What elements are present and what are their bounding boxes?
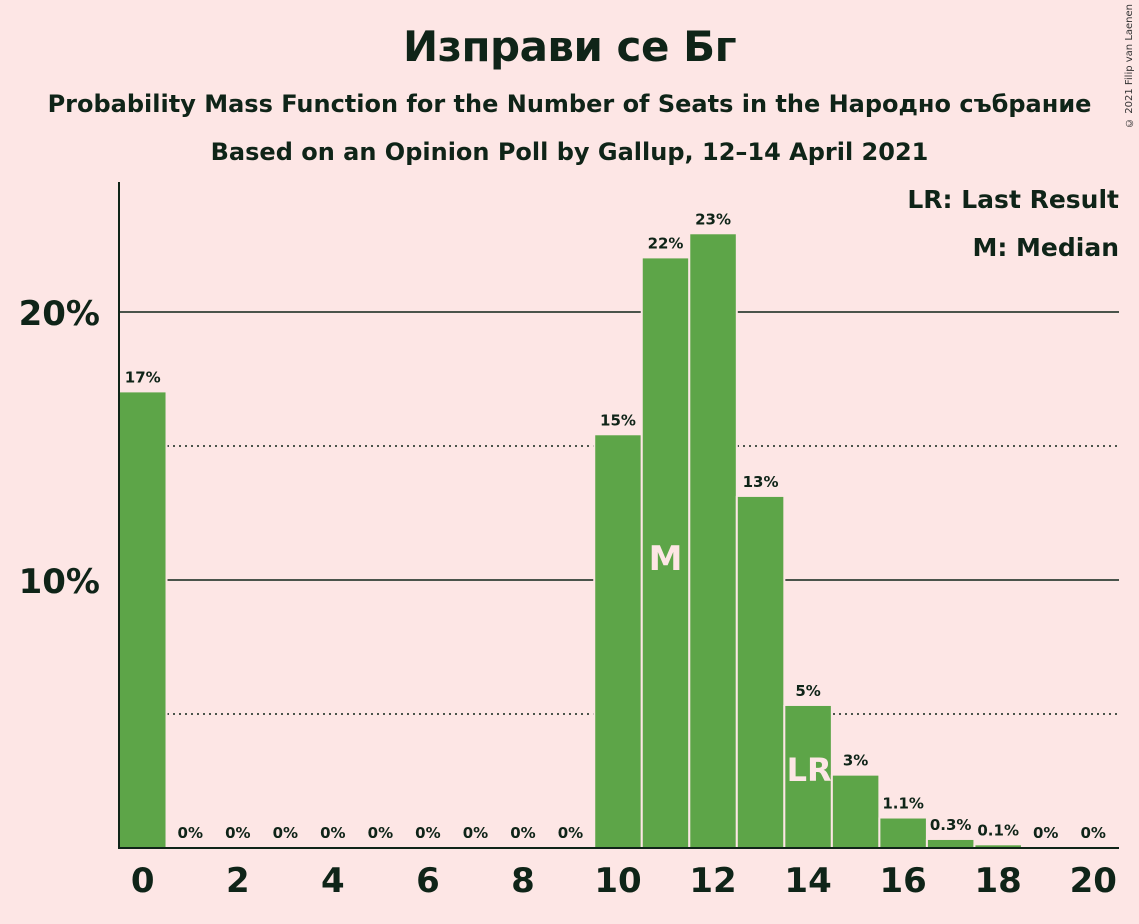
chart-subtitle: Probability Mass Function for the Number… xyxy=(47,90,1092,118)
bar xyxy=(690,234,736,848)
bar-value-label: 5% xyxy=(795,682,820,700)
x-tick-label: 8 xyxy=(511,861,535,901)
x-tick-label: 18 xyxy=(975,861,1022,901)
bar-value-label: 0% xyxy=(463,824,488,842)
bar xyxy=(595,435,641,848)
bar-value-label: 0% xyxy=(178,824,203,842)
bar-value-label: 0% xyxy=(320,824,345,842)
legend-median: M: Median xyxy=(972,233,1119,262)
x-tick-label: 4 xyxy=(321,861,345,901)
y-tick-label: 10% xyxy=(19,562,100,602)
x-tick-label: 16 xyxy=(879,861,926,901)
bar-value-label: 0% xyxy=(415,824,440,842)
bar-value-label: 0% xyxy=(225,824,250,842)
bar xyxy=(737,496,784,848)
bar xyxy=(642,258,689,848)
bar xyxy=(832,775,879,848)
bar-value-label: 22% xyxy=(648,234,684,252)
x-tick-label: 2 xyxy=(226,861,250,901)
bar-value-label: 0% xyxy=(558,824,583,842)
bar-value-label: 23% xyxy=(695,210,731,228)
bar-value-label: 0% xyxy=(1081,824,1106,842)
bar-value-label: 3% xyxy=(843,752,868,770)
x-tick-label: 20 xyxy=(1070,861,1117,901)
bar-value-label: 0% xyxy=(368,824,393,842)
chart-title: Изправи се Бг xyxy=(402,22,737,71)
last-result-marker: LR xyxy=(787,751,832,789)
bar-value-label: 15% xyxy=(600,411,636,429)
bar-value-label: 0% xyxy=(510,824,535,842)
bar xyxy=(880,818,926,848)
bar xyxy=(785,705,831,848)
legend-last-result: LR: Last Result xyxy=(907,185,1119,214)
bar-value-label: 0.1% xyxy=(977,821,1019,839)
y-tick-label: 20% xyxy=(19,294,100,334)
bar xyxy=(120,392,166,848)
x-tick-label: 0 xyxy=(131,861,155,901)
bar-value-label: 17% xyxy=(125,368,161,386)
x-tick-label: 12 xyxy=(689,861,736,901)
bar-value-label: 1.1% xyxy=(882,795,924,813)
bar-value-label: 0% xyxy=(1033,824,1058,842)
bar xyxy=(927,839,974,848)
bar-value-label: 13% xyxy=(743,473,779,491)
x-tick-label: 14 xyxy=(784,861,831,901)
median-marker: M xyxy=(649,539,683,579)
x-tick-label: 10 xyxy=(594,861,641,901)
x-tick-label: 6 xyxy=(416,861,440,901)
bar xyxy=(975,845,1021,848)
chart-subtitle-source: Based on an Opinion Poll by Gallup, 12–1… xyxy=(210,138,929,166)
bar-value-label: 0% xyxy=(273,824,298,842)
bar-value-label: 0.3% xyxy=(930,816,972,834)
